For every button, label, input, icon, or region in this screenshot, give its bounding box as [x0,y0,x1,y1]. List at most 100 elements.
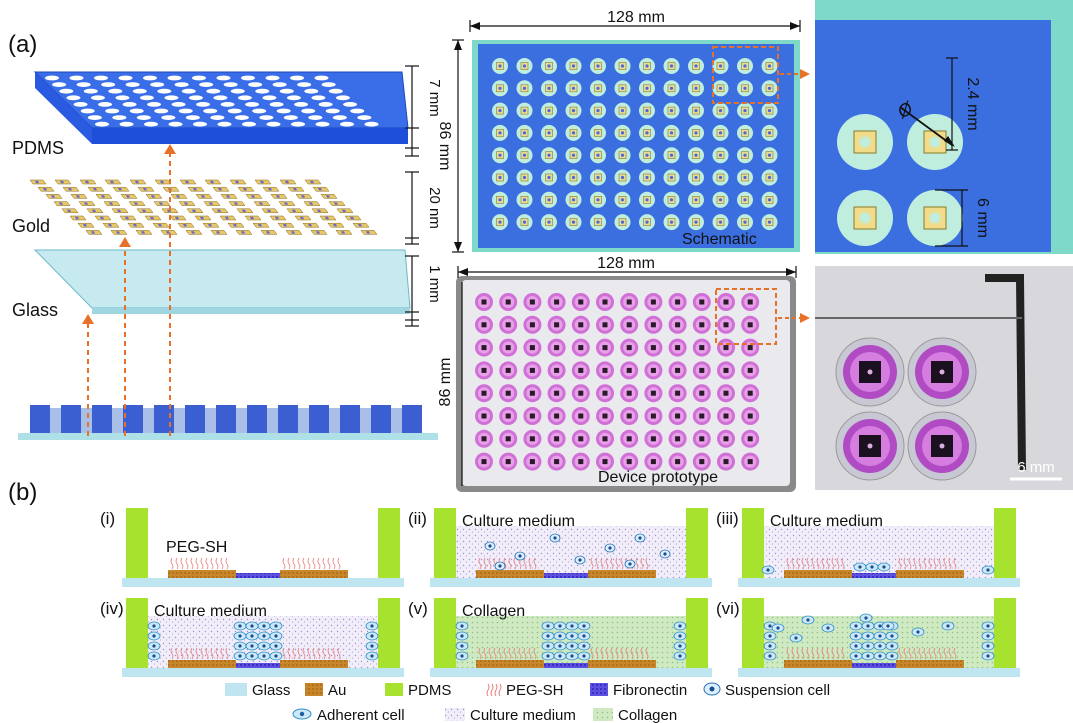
prototype-well [692,384,711,403]
schematic-well [614,191,631,208]
pdms-hole [95,121,109,127]
prototype-well [523,452,542,471]
prototype-well [571,315,590,334]
prototype-well [668,293,687,311]
glass-layer [33,249,411,314]
gold-pad [79,179,97,185]
well-size-label: 6 mm [974,198,991,238]
pdms-hole [154,108,169,114]
prototype-well [741,361,760,380]
zoom-well [837,190,893,246]
gold-pad [70,194,88,199]
schematic-well [712,147,729,164]
prototype-well [717,338,735,357]
pdms-hole [157,88,172,94]
gold-pad [229,179,247,185]
prototype-well [644,407,663,425]
gold-pad [111,208,129,214]
schematic-well [590,191,606,208]
pdms-hole [364,121,379,127]
gold-pad [104,179,122,185]
pdms-label: PDMS [12,138,64,158]
prototype-well [668,429,687,448]
schematic-well [565,169,582,186]
gold-pad [54,179,72,185]
schematic-well [541,102,557,119]
arrow-heads [82,144,176,324]
assembled-wall [216,405,236,433]
pdms-hole [168,121,183,127]
prototype-well [547,338,566,357]
step-text: PEG-SH [166,539,227,556]
pdms-hole [343,102,358,107]
prototype-well [499,429,518,448]
schematic-well [492,214,508,231]
pdms-hole [216,75,231,81]
prototype-well [475,429,493,448]
gold-thickness: 20 nm [426,187,443,229]
gold-pad [136,208,154,214]
schematic-well [663,102,680,119]
schematic-well [688,58,704,74]
prototype-well [571,293,590,311]
pdms-hole [181,88,196,94]
pdms-hole [192,75,206,81]
schematic-well [541,80,557,97]
assembled-well [50,408,61,433]
prototype-well [499,315,518,334]
pdms-hole [297,82,312,87]
gold-pad [252,222,270,228]
assembled-wall [123,405,143,433]
prototype-well [644,384,663,403]
assembled-well [143,408,154,433]
photo-well [835,337,905,407]
schematic-well [639,214,655,231]
gold-pad [212,186,230,192]
assembled-well [236,408,247,433]
prototype-well [668,361,687,380]
step-text: Culture medium [154,603,267,620]
pdms-layer [33,71,409,144]
prototype-well [475,384,493,403]
pdms-hole [213,95,228,101]
legend-au: Au [328,682,346,699]
pdms-hole [255,88,270,94]
gold-pad [203,201,221,206]
legend-adherent: Adherent cell [317,707,405,723]
prototype-well [741,293,760,311]
pdms-hole [265,75,280,81]
schematic-well [590,124,606,141]
schematic-well [590,58,606,74]
schematic-well [516,214,533,231]
schematic-well [639,102,655,119]
prototype-well [596,384,614,403]
assembled-well [112,408,123,433]
schematic-well [516,191,533,208]
schematic-well [492,58,508,74]
schematic-well [565,80,582,97]
schematic-well [761,124,778,141]
prototype-well [596,429,614,448]
pdms-hole [315,121,330,127]
step-5: (v) Collagen [408,598,712,677]
prototype-well [668,452,687,471]
legend: Glass Au PDMS PEG-SH Fibronectin Suspens… [225,682,830,723]
step-id: (iii) [716,509,739,528]
assembled-wall [402,405,422,433]
gold-pad [261,208,279,214]
pdms-hole [129,108,144,114]
pdms-hole [125,82,140,87]
pdms-hole [139,95,154,101]
schematic-well [737,80,753,97]
gold-pad [319,215,337,221]
assembled-wall [309,405,329,433]
schematic-well [639,169,655,186]
schematic-well [565,147,582,164]
gold-pad [179,179,197,185]
gold-pad [62,186,80,192]
pdms-hole [94,75,108,81]
gold-pad [102,222,120,228]
gold-pad [312,186,330,192]
gold-pad [269,215,287,221]
photo-well [907,337,977,407]
